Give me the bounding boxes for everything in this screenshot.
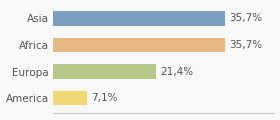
Text: 35,7%: 35,7% [229,13,262,23]
Text: 35,7%: 35,7% [229,40,262,50]
Bar [53,11,225,26]
Bar [53,38,225,52]
Text: 21,4%: 21,4% [160,66,193,77]
Bar [53,64,156,79]
Bar [53,91,87,105]
Text: 7,1%: 7,1% [91,93,118,103]
